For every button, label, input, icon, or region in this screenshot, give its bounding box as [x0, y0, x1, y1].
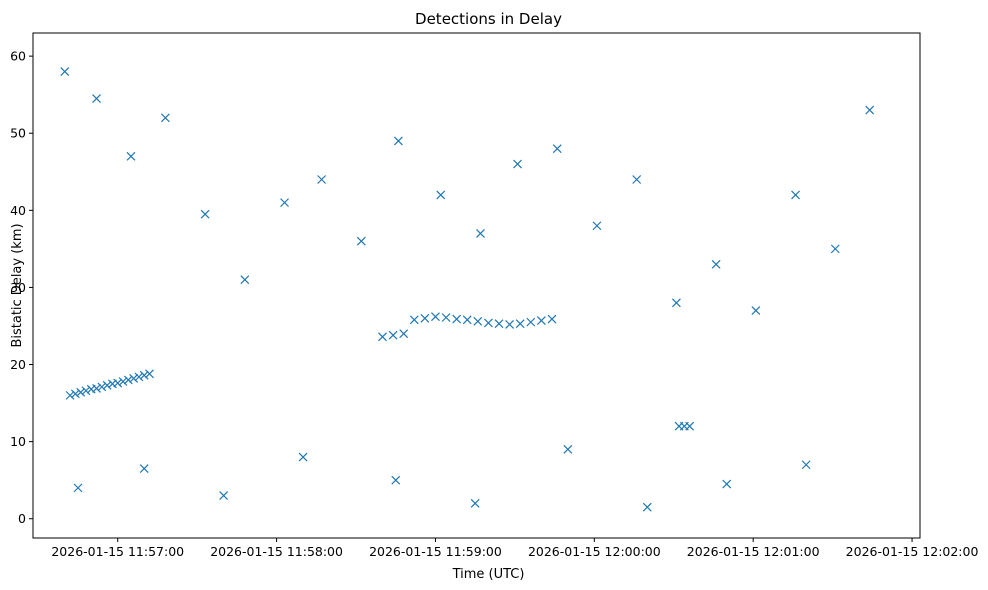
- scatter-point: [592, 221, 602, 231]
- scatter-point: [126, 151, 136, 161]
- scatter-point: [409, 315, 419, 325]
- x-axis-label: Time (UTC): [452, 567, 525, 582]
- scatter-point: [685, 421, 695, 431]
- scatter-point: [473, 316, 483, 326]
- scatter-point: [97, 382, 107, 392]
- y-tick-label: 40: [10, 203, 26, 218]
- scatter-point: [632, 175, 642, 184]
- scatter-point: [391, 475, 401, 485]
- scatter-point: [92, 94, 101, 103]
- scatter-point: [791, 190, 800, 200]
- scatter-point: [118, 377, 128, 386]
- scatter-point: [81, 386, 91, 396]
- scatter-point: [420, 313, 430, 323]
- scatter-point: [280, 198, 289, 208]
- scatter-point: [139, 370, 149, 380]
- scatter-point: [298, 452, 308, 462]
- scatter-point: [801, 460, 811, 470]
- scatter-point: [219, 491, 229, 501]
- x-tick-label: 2026-01-15 12:00:00: [528, 544, 661, 559]
- scatter-point: [92, 384, 101, 393]
- scatter-point: [536, 316, 546, 326]
- scatter-point: [378, 332, 387, 342]
- y-tick-label: 20: [10, 357, 26, 372]
- scatter-point: [462, 315, 472, 325]
- y-tick-label: 60: [10, 49, 26, 64]
- scatter-point: [552, 144, 562, 154]
- scatter-point: [240, 275, 250, 285]
- scatter-point: [73, 483, 83, 493]
- scatter-point: [65, 390, 75, 400]
- scatter-point: [388, 330, 398, 340]
- scatter-point: [145, 369, 154, 379]
- scatter-point: [494, 319, 504, 329]
- scatter-point: [139, 464, 149, 474]
- x-tick-label: 2026-01-15 11:57:00: [51, 544, 184, 559]
- scatter-point: [563, 444, 573, 454]
- scatter-point: [134, 372, 144, 382]
- y-axis-ticks: 0 10 20 30 40 50 60: [10, 49, 33, 526]
- y-tick-label: 30: [10, 280, 26, 295]
- scatter-point: [431, 312, 440, 322]
- scatter-point: [123, 375, 133, 385]
- x-tick-label: 2026-01-15 12:02:00: [846, 544, 979, 559]
- scatter-point: [399, 329, 409, 339]
- scatter-point: [483, 318, 493, 328]
- plot-area-frame: [32, 32, 921, 539]
- chart-title: Detections in Delay: [415, 10, 562, 28]
- scatter-point: [671, 298, 681, 308]
- scatter-point: [356, 236, 366, 246]
- scatter-point: [722, 479, 732, 489]
- y-tick-label: 10: [10, 434, 26, 449]
- scatter-point: [505, 320, 515, 329]
- y-tick-label: 0: [18, 511, 26, 526]
- scatter-point: [711, 259, 721, 269]
- scatter-point: [470, 498, 480, 508]
- scatter-point: [547, 314, 557, 324]
- scatter-point: [129, 373, 139, 383]
- y-axis-label: Bistatic Delay (km): [10, 223, 25, 347]
- x-tick-label: 2026-01-15 12:01:00: [687, 544, 820, 559]
- scatter-point: [642, 502, 652, 512]
- scatter-point: [160, 113, 170, 123]
- scatter-point: [513, 159, 522, 169]
- scatter-point: [317, 175, 327, 184]
- scatter-point: [102, 380, 112, 390]
- x-tick-label: 2026-01-15 11:58:00: [210, 544, 343, 559]
- scatter-point: [452, 314, 462, 324]
- y-tick-label: 50: [10, 126, 26, 141]
- scatter-point: [830, 244, 840, 254]
- scatter-point: [865, 105, 875, 115]
- scatter-point: [76, 387, 86, 397]
- scatter-point: [393, 136, 403, 146]
- scatter-points: [60, 67, 875, 512]
- scatter-point: [515, 319, 525, 329]
- scatter-point: [441, 313, 451, 322]
- scatter-point: [751, 306, 761, 315]
- scatter-point: [113, 378, 123, 388]
- scatter-point: [70, 389, 80, 399]
- scatter-point: [200, 209, 210, 219]
- scatter-point: [476, 229, 485, 238]
- scatter-point: [436, 190, 446, 200]
- x-tick-label: 2026-01-15 11:59:00: [369, 544, 502, 559]
- x-axis-ticks: 2026-01-15 11:57:00 2026-01-15 11:58:00 20…: [51, 538, 978, 559]
- scatter-point: [526, 317, 536, 327]
- scatter-point: [60, 67, 70, 76]
